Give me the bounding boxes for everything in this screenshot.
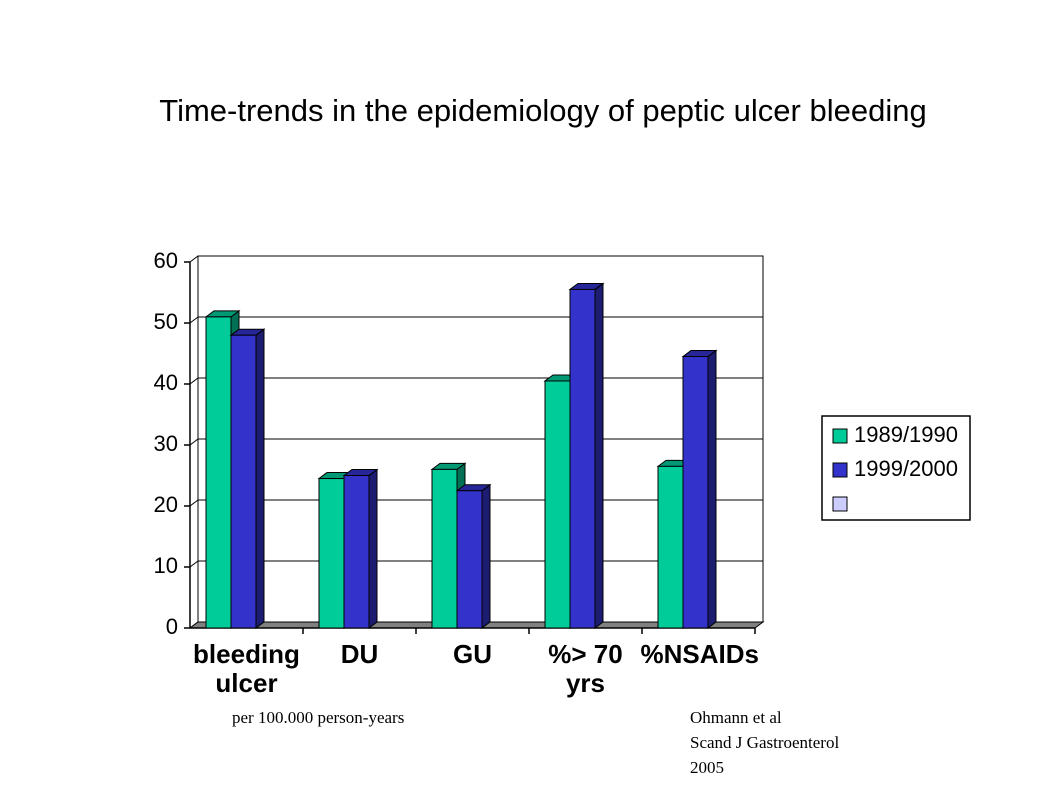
bar (318, 478, 345, 629)
note: per 100.000 person-years (232, 708, 405, 727)
x-tick-label: %NSAIDs (640, 639, 759, 669)
chart-title: Time-trends in the epidemiology of pepti… (159, 93, 927, 128)
bar (343, 475, 370, 629)
bar-side (368, 468, 378, 629)
bar-side (594, 282, 604, 629)
note: Scand J Gastroenterol (690, 733, 840, 752)
bar (431, 468, 458, 629)
y-tick-label: 40 (154, 370, 178, 395)
y-tick-label: 50 (154, 309, 178, 334)
bar (682, 356, 709, 629)
x-tick-label: DU (340, 639, 379, 669)
bar-side (255, 328, 265, 629)
note: Ohmann et al (690, 708, 782, 727)
legend-label: 1999/2000 (854, 456, 958, 481)
bar (544, 380, 571, 629)
legend-swatch (832, 428, 848, 444)
x-tick-label: %> 70 yrs (548, 639, 623, 698)
bar (569, 288, 596, 629)
note: 2005 (690, 758, 724, 777)
bar (456, 490, 483, 629)
x-tick-label: GU (453, 639, 492, 669)
grid-line-side (189, 255, 199, 263)
legend-swatch-empty (832, 496, 848, 512)
grid-line-side (189, 316, 199, 324)
grid-line-side (189, 499, 199, 507)
y-tick-label: 10 (154, 553, 178, 578)
bar-side (707, 349, 717, 629)
grid-line-side (189, 560, 199, 568)
y-tick-label: 20 (154, 492, 178, 517)
y-tick-label: 60 (154, 248, 178, 273)
x-tick-label: bleeding ulcer (193, 639, 300, 698)
bar (657, 465, 684, 629)
grid-line-side (189, 377, 199, 385)
bar (230, 334, 257, 629)
grid-line-side (189, 438, 199, 446)
bar (205, 316, 232, 629)
legend-label: 1989/1990 (854, 422, 958, 447)
y-tick-label: 0 (166, 614, 178, 639)
legend-swatch (832, 462, 848, 478)
y-tick-label: 30 (154, 431, 178, 456)
bar-side (481, 483, 491, 629)
